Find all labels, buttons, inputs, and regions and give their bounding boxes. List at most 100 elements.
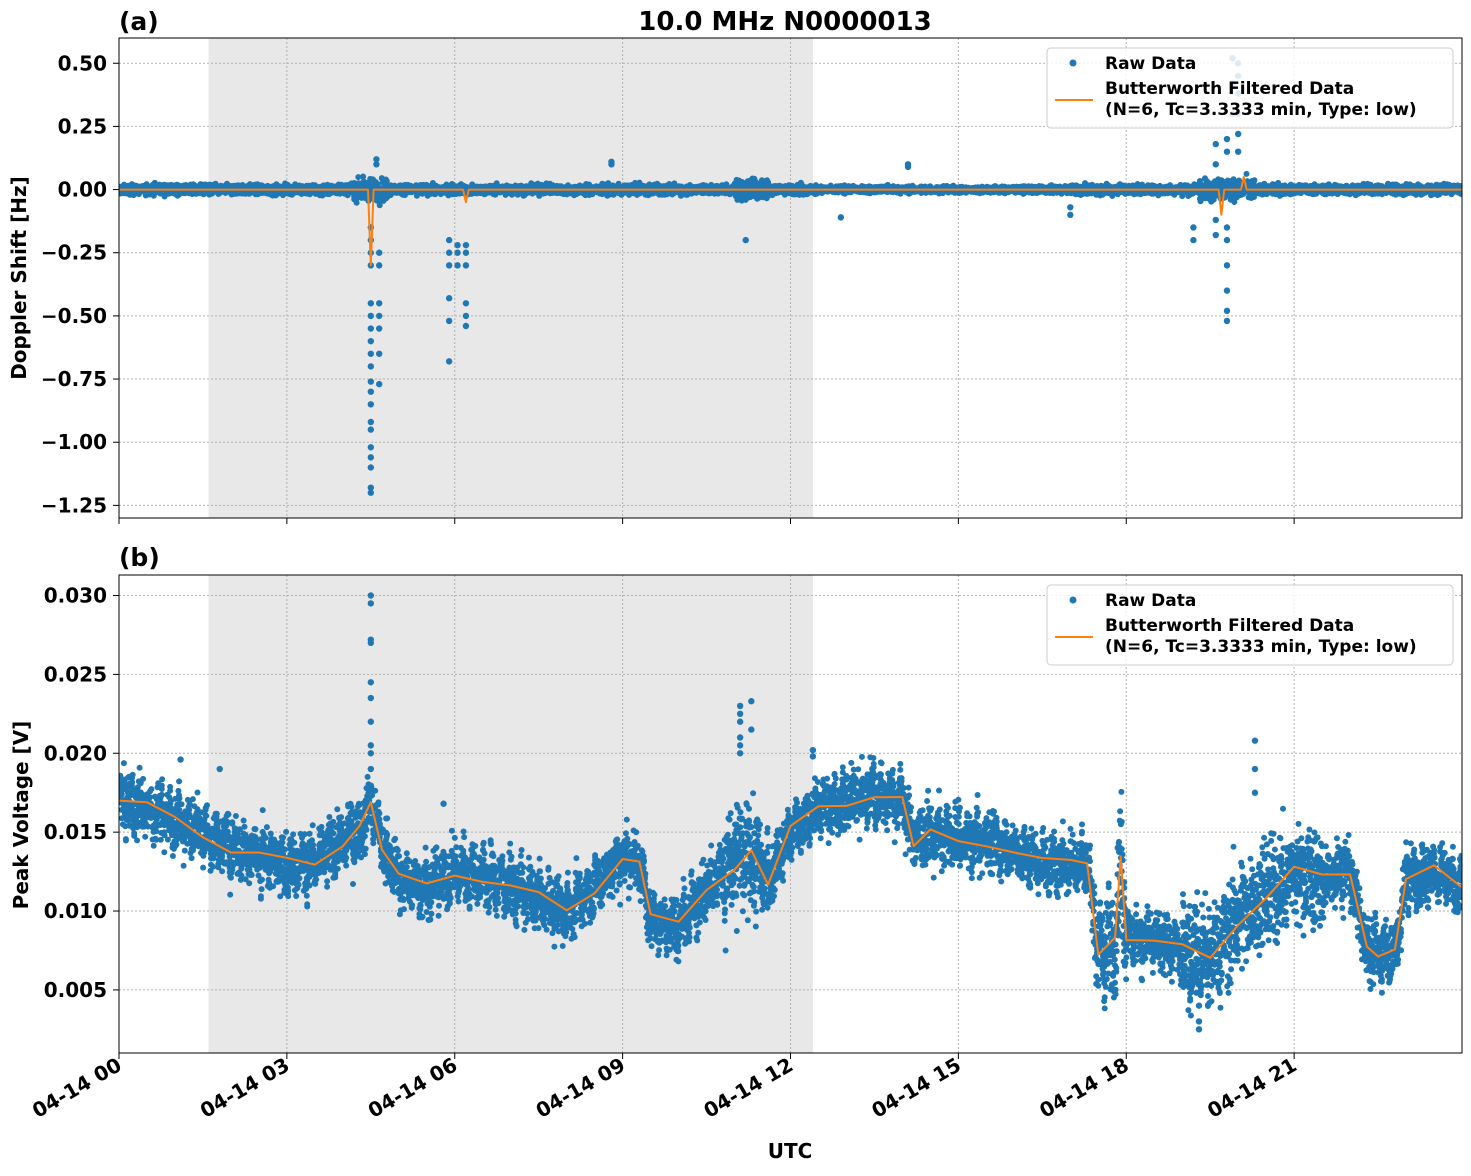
panel-a-ytick-label: −0.25 <box>41 241 107 265</box>
panel-b-axes-frame <box>118 574 1463 1054</box>
panel-b-ytick-label: 0.005 <box>44 978 107 1002</box>
panel-a-raw-outlier <box>904 163 912 171</box>
panel-a-raw-outlier <box>454 249 461 256</box>
panel-a-legend-raw-marker <box>1069 59 1077 67</box>
panel-b-raw-outlier <box>367 765 375 773</box>
panel-b-raw-outlier <box>736 702 744 710</box>
panel-a-raw-outlier <box>1234 130 1242 138</box>
panel-b-ytick-label: 0.010 <box>44 899 107 923</box>
panel-a-raw-outlier <box>367 312 375 320</box>
x-tick-label: 04-14 09 <box>532 1053 630 1123</box>
panel-a-ytick-label: 0.00 <box>58 178 107 202</box>
x-tick-label: 04-14 06 <box>364 1053 462 1123</box>
panel-a-raw-outlier <box>376 249 383 256</box>
panel-a-raw-outlier <box>367 444 375 451</box>
panel-b-legend-filtered-label: Butterworth Filtered Data <box>1105 616 1354 636</box>
panel-b-raw-outlier <box>736 750 744 757</box>
panel-a-ytick-label: −1.25 <box>41 493 107 517</box>
panel-b-ytick-label: 0.025 <box>44 662 107 686</box>
panel-a-raw-outlier <box>1190 224 1197 231</box>
panel-a-label: (a) <box>119 7 159 36</box>
panel-a-raw-outlier <box>367 418 375 426</box>
panel-a-raw-outlier <box>445 262 453 269</box>
chart-title: 10.0 MHz N0000013 <box>638 7 931 37</box>
panel-b-raw-outlier <box>809 746 817 754</box>
panel-a-raw-outlier <box>1223 262 1231 269</box>
panel-a-raw-outlier <box>462 300 470 307</box>
panel-a-ytick-label: −1.00 <box>41 430 107 454</box>
panel-a-raw-outlier <box>367 454 375 461</box>
panel-b-legend-box <box>1046 584 1454 666</box>
panel-a-raw-outlier <box>367 489 375 496</box>
panel-a-raw-outlier <box>367 388 375 395</box>
panel-a-raw-outlier <box>367 300 375 307</box>
panel-a-raw-outlier <box>367 325 375 332</box>
panel-a-raw-outlier <box>376 325 383 332</box>
panel-a-raw-outlier <box>1212 231 1219 239</box>
panel-a-raw-outlier <box>367 426 375 433</box>
panel-b-shaded-interval <box>208 575 813 1053</box>
panel-b-raw-outlier <box>367 592 375 599</box>
panel-b-ytick-label: 0.030 <box>44 584 107 608</box>
panel-a-raw-outlier <box>1223 287 1231 294</box>
panel-a-raw-outlier <box>1212 216 1219 224</box>
panel-a-raw-outlier <box>1212 140 1219 148</box>
panel-a-raw-outlier <box>1190 236 1197 244</box>
panel-a-axes-frame <box>118 37 1463 519</box>
panel-b-filtered-line <box>119 796 1462 959</box>
panel-a-ytick-label: 0.25 <box>58 114 107 138</box>
panel-a-raw-outlier <box>376 300 383 307</box>
panel-b-raw-outlier <box>809 753 817 760</box>
panel-a-raw-outlier <box>1223 317 1231 325</box>
panel-a-raw-outlier <box>445 249 453 256</box>
panel-b-raw-outlier <box>736 718 744 725</box>
panel-a-raw-outlier <box>454 241 461 249</box>
panel-a-raw-outlier <box>367 464 375 471</box>
panel-a-legend-raw-label: Raw Data <box>1105 54 1196 74</box>
panel-a-legend-filtered-label: Butterworth Filtered Data <box>1105 79 1354 99</box>
panel-a-raw-outlier <box>376 262 383 269</box>
panel-b-ylabel: Peak Voltage [V] <box>9 721 33 910</box>
panel-a-raw-outlier <box>445 317 453 325</box>
panel-a-raw-outlier <box>445 358 453 365</box>
panel-b-plot: 0.030 0.025 0.020 0.015 0.010 0.005 Raw Data Bu… <box>28 574 1463 1123</box>
panel-a-raw-outlier <box>1067 211 1074 219</box>
panel-a-ytick-label: 0.50 <box>58 51 107 75</box>
panel-a-legend: Raw Data Butterworth Filtered Data(N=6, T… <box>1046 47 1454 129</box>
panel-b-legend: Raw Data Butterworth Filtered Data(N=6, T… <box>1046 584 1454 666</box>
panel-a-raw-outlier <box>1234 148 1242 155</box>
panel-a-raw-outlier <box>376 312 383 320</box>
panel-b-raw-outlier <box>1251 737 1259 744</box>
panel-a-raw-outlier <box>373 161 380 168</box>
x-tick-label: 04-14 21 <box>1203 1053 1301 1123</box>
panel-b-raw-outlier <box>1195 1026 1203 1033</box>
panel-b-raw-outlier <box>1195 1002 1203 1009</box>
panel-b-raw-outlier <box>367 694 375 702</box>
panel-a-raw-outlier <box>1067 204 1074 211</box>
panel-b-raw-outlier <box>177 756 184 763</box>
panel-a-ytick-label: −0.50 <box>41 304 107 328</box>
panel-b-raw-outlier <box>1251 789 1259 796</box>
panel-b-raw-outlier <box>367 742 375 749</box>
panel-b-raw-outlier <box>367 600 375 607</box>
panel-a-raw-outlier <box>742 236 749 244</box>
panel-b-raw-outlier <box>736 734 744 741</box>
panel-b-raw-outlier <box>367 718 375 725</box>
panel-a-legend-filtered-params: (N=6, Tc=3.3333 min, Type: low) <box>1105 100 1417 120</box>
panel-b-raw-outlier <box>367 750 375 757</box>
panel-a-raw-outlier <box>445 295 453 302</box>
panel-a-raw-outlier <box>1223 135 1231 143</box>
panel-a-plot: 0.50 0.25 0.00 −0.25 −0.50 −0.75 −1.00 −1.25 Raw… <box>41 37 1463 524</box>
x-tick-label: 04-14 15 <box>867 1053 965 1123</box>
panel-b-raw-outlier <box>367 639 375 647</box>
panel-a-legend-box <box>1046 47 1454 129</box>
panel-a-raw-outlier <box>454 262 461 269</box>
panel-a-raw-outlier <box>1223 236 1231 244</box>
panel-a-raw-outlier <box>1212 161 1219 168</box>
panel-a-raw-outlier <box>608 158 615 165</box>
panel-a-raw-outlier <box>376 380 383 388</box>
panel-a-raw-outlier <box>373 156 380 163</box>
panel-b-raw-outlier <box>367 679 375 686</box>
panel-a-shaded-interval <box>208 38 813 518</box>
panel-b-ytick-label: 0.015 <box>44 820 107 844</box>
